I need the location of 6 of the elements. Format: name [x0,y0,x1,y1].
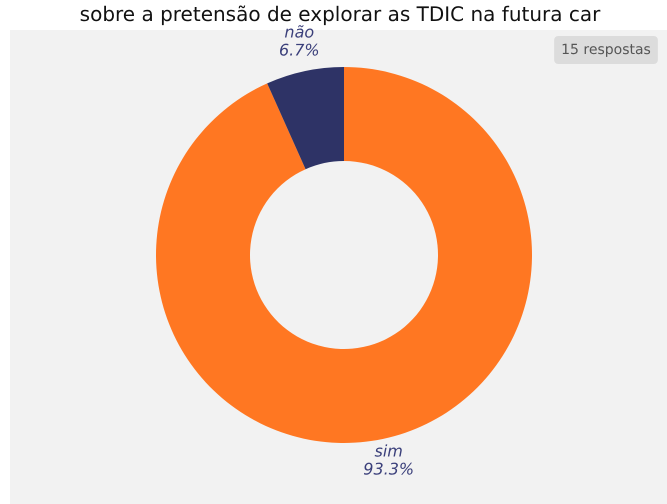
donut-slice [267,67,344,170]
slice-label: sim [374,441,403,460]
data-label: 6.7% [278,40,320,60]
text: 15 respostas [561,42,651,58]
data-label: 93.3% [363,459,414,478]
donut-slice [156,67,532,443]
